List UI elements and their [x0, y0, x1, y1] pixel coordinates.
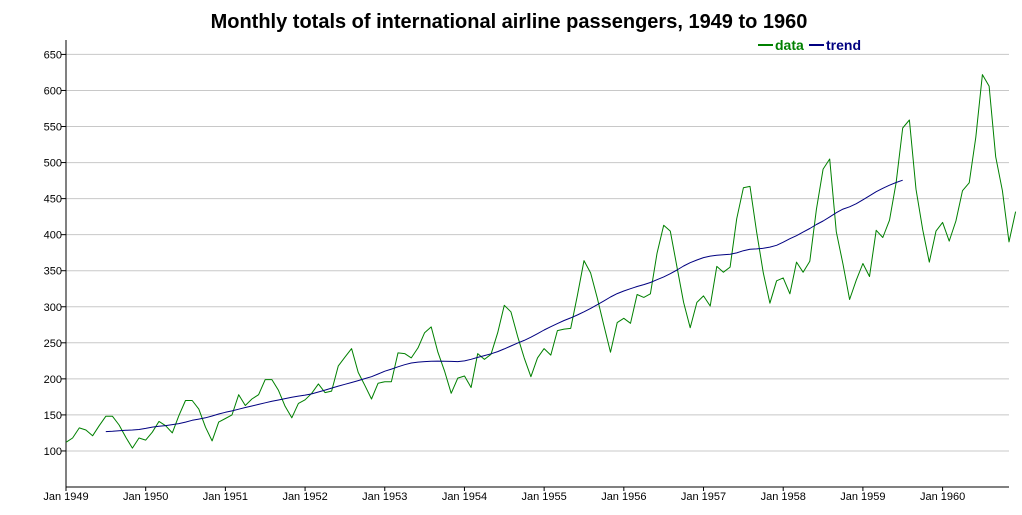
- x-tick-label: Jan 1949: [43, 491, 88, 503]
- series-line-trend: [105, 179, 903, 433]
- gridlines: [66, 53, 1009, 452]
- legend-label-data: data: [775, 37, 804, 53]
- y-tick-label: 600: [44, 85, 62, 97]
- x-tick-label: Jan 1958: [761, 491, 806, 503]
- y-tick-label: 300: [44, 302, 62, 314]
- y-tick-label: 250: [44, 338, 62, 350]
- y-tick-label: 100: [44, 446, 62, 458]
- series-group: [65, 74, 1017, 449]
- legend: data trend: [758, 37, 861, 53]
- x-tick-label: Jan 1956: [601, 491, 646, 503]
- x-tick-label: Jan 1955: [522, 491, 567, 503]
- series-line-data: [65, 74, 1017, 449]
- y-tick-label: 450: [44, 194, 62, 206]
- x-tick-label: Jan 1959: [840, 491, 885, 503]
- x-axis-ticks: Jan 1949 Jan 1950 Jan 1951 Jan 1952 Jan 1953…: [43, 487, 965, 503]
- x-tick-label: Jan 1957: [681, 491, 726, 503]
- x-tick-label: Jan 1954: [442, 491, 487, 503]
- y-tick-label: 650: [44, 49, 62, 61]
- x-tick-label: Jan 1952: [282, 491, 327, 503]
- chart-title: Monthly totals of international airline …: [211, 11, 808, 33]
- y-tick-label: 550: [44, 122, 62, 134]
- x-tick-label: Jan 1960: [920, 491, 965, 503]
- x-tick-label: Jan 1950: [123, 491, 168, 503]
- y-tick-label: 500: [44, 158, 62, 170]
- y-tick-label: 350: [44, 266, 62, 278]
- x-tick-label: Jan 1951: [203, 491, 248, 503]
- y-tick-label: 150: [44, 410, 62, 422]
- y-tick-label: 200: [44, 374, 62, 386]
- x-tick-label: Jan 1953: [362, 491, 407, 503]
- y-axis-ticks: 100 150 200 250 300 350 400 450 500 550 600 650: [44, 49, 66, 458]
- legend-label-trend: trend: [826, 37, 861, 53]
- y-tick-label: 400: [44, 230, 62, 242]
